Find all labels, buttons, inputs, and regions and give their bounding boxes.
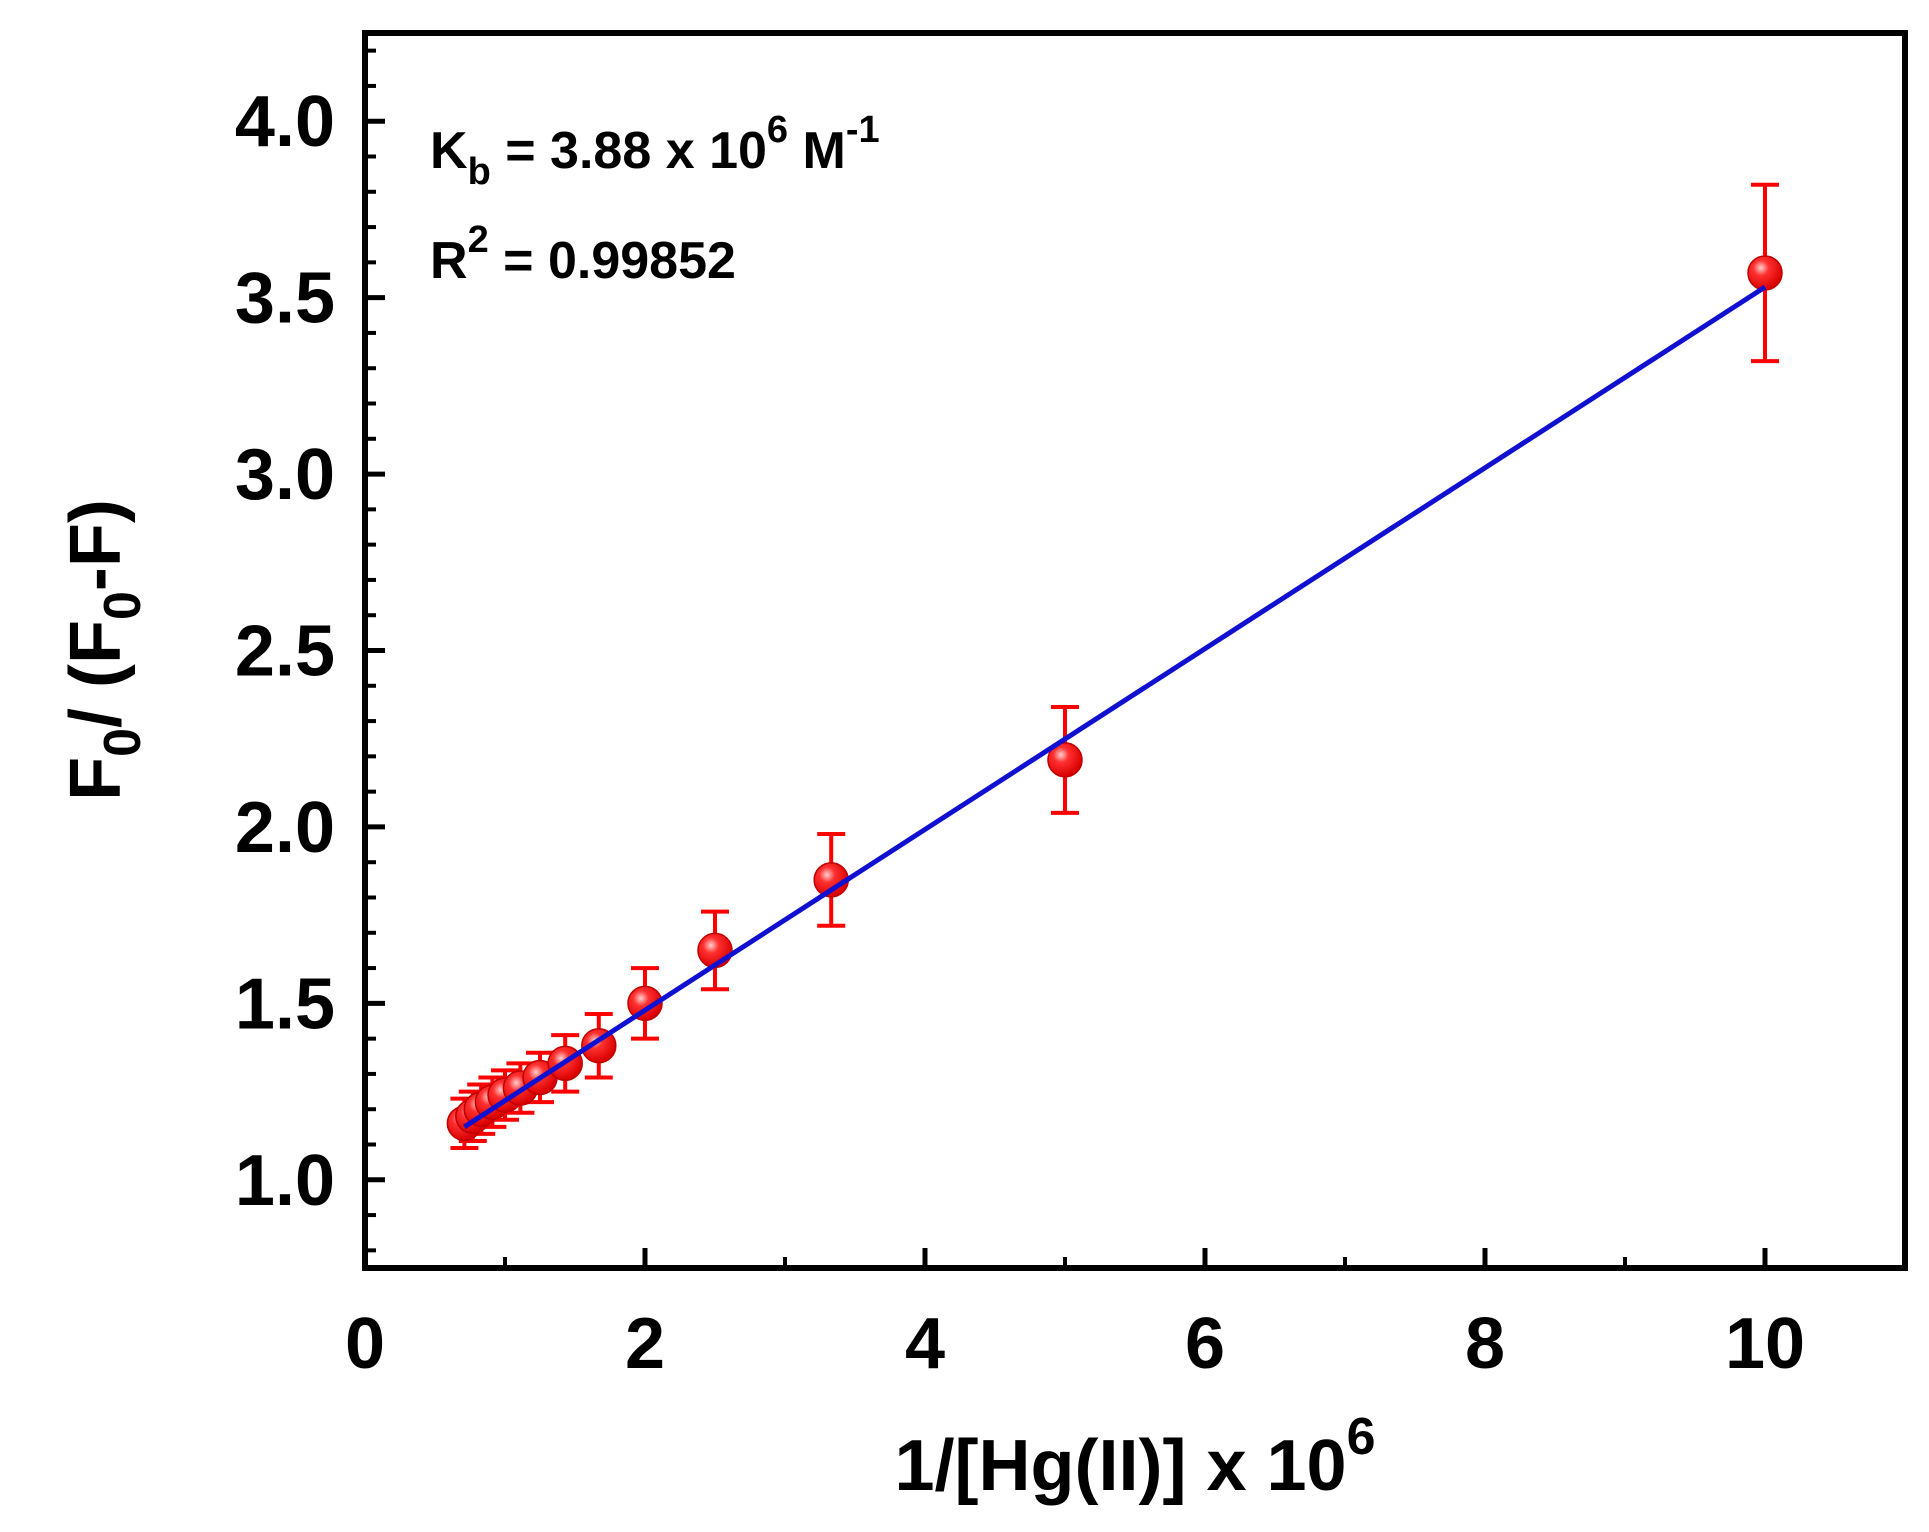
y-tick-label: 4.0 xyxy=(235,82,335,162)
y-tick-label: 3.0 xyxy=(235,435,335,515)
fit-line-group xyxy=(463,284,1767,1129)
y-axis: 1.0 1.5 2.0 2.5 3.0 3.5 4.0 xyxy=(235,48,385,1253)
y-tick-label: 1.5 xyxy=(235,964,335,1044)
x-tick-label: 4 xyxy=(905,1304,945,1384)
x-tick-label: 10 xyxy=(1725,1304,1805,1384)
y-tick-label: 3.5 xyxy=(235,259,335,339)
y-tick-label: 2.0 xyxy=(235,788,335,868)
kb-annotation: Kb = 3.88 x 106 M-1 xyxy=(430,109,880,193)
x-tick-label: 2 xyxy=(625,1304,665,1384)
data-point xyxy=(627,985,663,1022)
x-axis: 0 2 4 6 8 10 xyxy=(345,1248,1805,1384)
x-tick-label: 0 xyxy=(345,1304,385,1384)
data-point xyxy=(1747,255,1783,291)
y-tick-label: 2.5 xyxy=(235,612,335,692)
y-tick-label: 1.0 xyxy=(235,1141,335,1221)
x-tick-label: 8 xyxy=(1465,1304,1505,1384)
fit-line xyxy=(463,284,1767,1129)
r2-annotation: R2 = 0.99852 xyxy=(430,219,736,290)
x-axis-title: 1/[Hg(II)] x 106 xyxy=(895,1408,1376,1506)
x-tick-label: 6 xyxy=(1185,1304,1225,1384)
plot-frame xyxy=(362,30,1908,1271)
data-point xyxy=(1047,742,1083,778)
y-axis-title: F0/ (F0-F) xyxy=(56,499,152,801)
